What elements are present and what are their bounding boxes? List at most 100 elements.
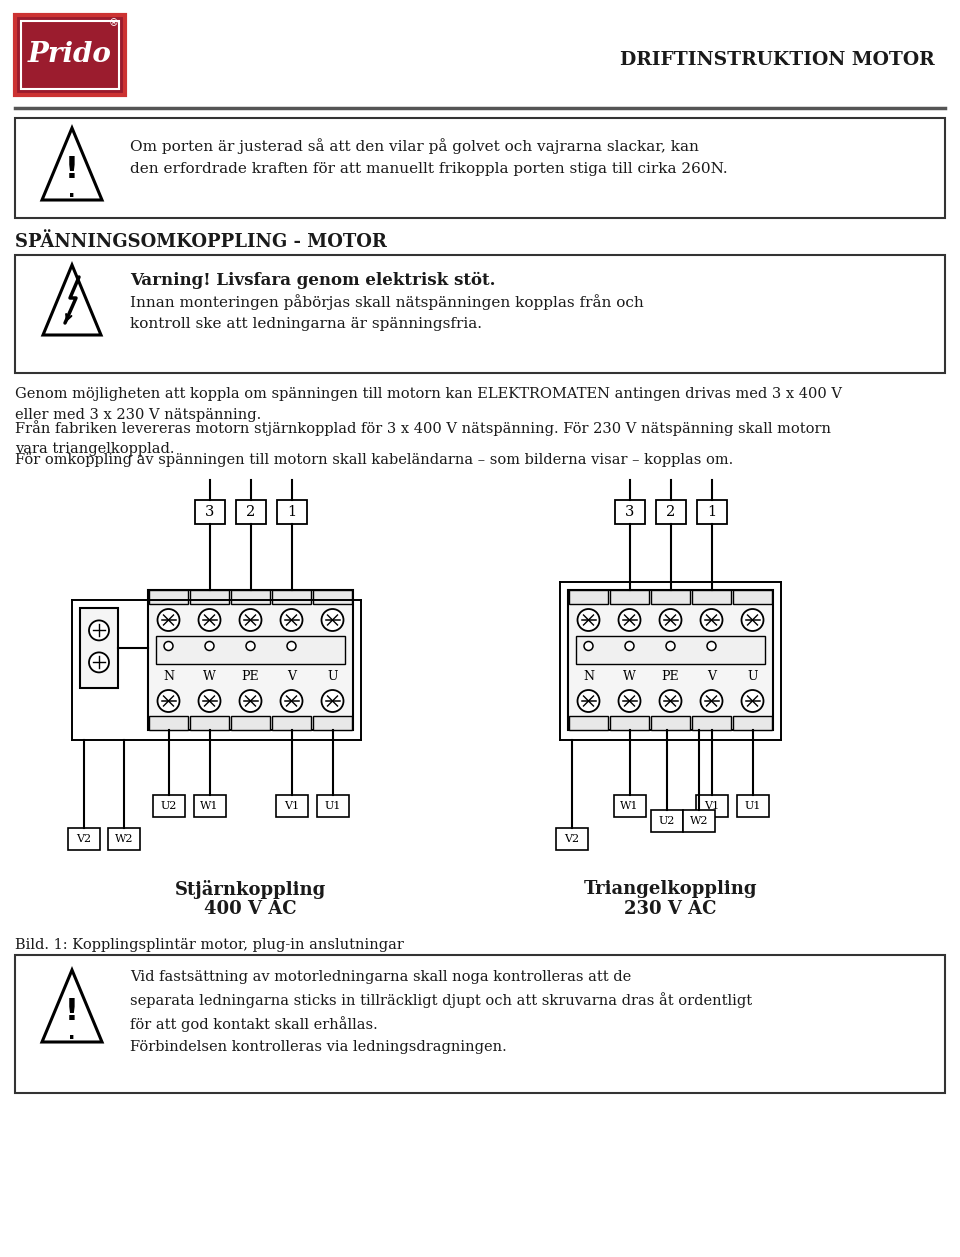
Text: 3: 3	[625, 505, 635, 519]
Text: !: !	[65, 156, 79, 185]
Circle shape	[287, 641, 296, 651]
Bar	[556, 828, 588, 850]
Bar	[276, 794, 307, 817]
Bar	[733, 590, 772, 605]
Text: 1: 1	[287, 505, 296, 519]
Text: U1: U1	[744, 801, 760, 811]
Text: W2: W2	[115, 833, 133, 843]
Circle shape	[199, 608, 221, 631]
Bar	[695, 794, 728, 817]
Bar	[614, 500, 644, 524]
Text: !: !	[65, 997, 79, 1026]
Circle shape	[578, 608, 599, 631]
Bar	[15, 255, 945, 373]
Circle shape	[660, 608, 682, 631]
Bar	[736, 794, 769, 817]
Text: PE: PE	[661, 670, 680, 683]
Bar	[651, 590, 690, 605]
Bar	[313, 590, 352, 605]
Text: V1: V1	[704, 801, 719, 811]
Bar	[149, 590, 188, 605]
Text: W1: W1	[620, 801, 638, 811]
Text: 1: 1	[707, 505, 716, 519]
Text: V: V	[707, 670, 716, 683]
Bar	[190, 716, 229, 730]
Circle shape	[157, 690, 180, 711]
Circle shape	[239, 608, 261, 631]
Text: V2: V2	[564, 833, 580, 843]
Bar	[156, 636, 345, 664]
Circle shape	[239, 690, 261, 711]
Bar	[194, 794, 226, 817]
Text: Triangelkoppling: Triangelkoppling	[584, 880, 757, 897]
Text: W1: W1	[201, 801, 219, 811]
Text: V: V	[287, 670, 296, 683]
Bar	[108, 828, 140, 850]
Text: Stjärnkoppling: Stjärnkoppling	[175, 880, 326, 899]
Text: Varning! Livsfara genom elektrisk stöt.: Varning! Livsfara genom elektrisk stöt.	[130, 272, 495, 289]
Text: U1: U1	[324, 801, 341, 811]
Bar	[276, 500, 306, 524]
Text: Genom möjligheten att koppla om spänningen till motorn kan ELEKTROMATEN antingen: Genom möjligheten att koppla om spänning…	[15, 387, 842, 421]
Circle shape	[625, 641, 634, 651]
Bar	[149, 716, 188, 730]
Text: PE: PE	[242, 670, 259, 683]
Bar	[272, 590, 311, 605]
Text: För omkoppling av spänningen till motorn skall kabeländarna – som bilderna visar: För omkoppling av spänningen till motorn…	[15, 453, 733, 468]
Bar	[80, 608, 118, 688]
Bar	[15, 118, 945, 217]
Circle shape	[322, 608, 344, 631]
Bar	[148, 590, 353, 730]
Bar	[656, 500, 685, 524]
Bar	[610, 590, 649, 605]
Circle shape	[89, 652, 109, 672]
Bar	[313, 716, 352, 730]
Bar	[651, 810, 683, 832]
Bar	[190, 590, 229, 605]
Bar	[235, 500, 266, 524]
Text: SPÄNNINGSOMKOPPLING - MOTOR: SPÄNNINGSOMKOPPLING - MOTOR	[15, 233, 387, 251]
Circle shape	[584, 641, 593, 651]
Text: 400 V AC: 400 V AC	[204, 900, 297, 918]
Text: DRIFTINSTRUKTION MOTOR: DRIFTINSTRUKTION MOTOR	[620, 52, 935, 69]
Circle shape	[322, 690, 344, 711]
Text: .: .	[68, 182, 76, 201]
Text: ®: ®	[108, 18, 118, 28]
Bar	[576, 636, 765, 664]
Text: 3: 3	[204, 505, 214, 519]
Text: 230 V AC: 230 V AC	[624, 900, 717, 918]
Circle shape	[618, 690, 640, 711]
Circle shape	[205, 641, 214, 651]
Bar	[15, 955, 945, 1094]
Circle shape	[660, 690, 682, 711]
Bar	[651, 716, 690, 730]
Bar	[231, 716, 270, 730]
Text: U: U	[327, 670, 338, 683]
Circle shape	[701, 690, 723, 711]
Bar	[568, 590, 773, 730]
Circle shape	[164, 641, 173, 651]
Circle shape	[280, 608, 302, 631]
Text: Vid fastsättning av motorledningarna skall noga kontrolleras att de
separata led: Vid fastsättning av motorledningarna ska…	[130, 970, 752, 1053]
Text: U2: U2	[160, 801, 177, 811]
Bar	[195, 500, 225, 524]
Bar	[21, 21, 119, 89]
Bar	[569, 716, 608, 730]
Bar	[153, 794, 184, 817]
Bar	[613, 794, 645, 817]
Bar	[733, 716, 772, 730]
Text: Innan monteringen påbörjas skall nätspänningen kopplas från och
kontroll ske att: Innan monteringen påbörjas skall nätspän…	[130, 294, 644, 331]
Polygon shape	[43, 265, 101, 336]
Text: N: N	[583, 670, 594, 683]
Text: W2: W2	[689, 816, 708, 826]
Text: 2: 2	[666, 505, 675, 519]
Bar	[692, 716, 731, 730]
Text: U2: U2	[659, 816, 675, 826]
Circle shape	[666, 641, 675, 651]
Bar	[317, 794, 348, 817]
Bar	[692, 590, 731, 605]
Circle shape	[741, 690, 763, 711]
Circle shape	[157, 608, 180, 631]
Text: U: U	[747, 670, 757, 683]
Bar	[683, 810, 715, 832]
